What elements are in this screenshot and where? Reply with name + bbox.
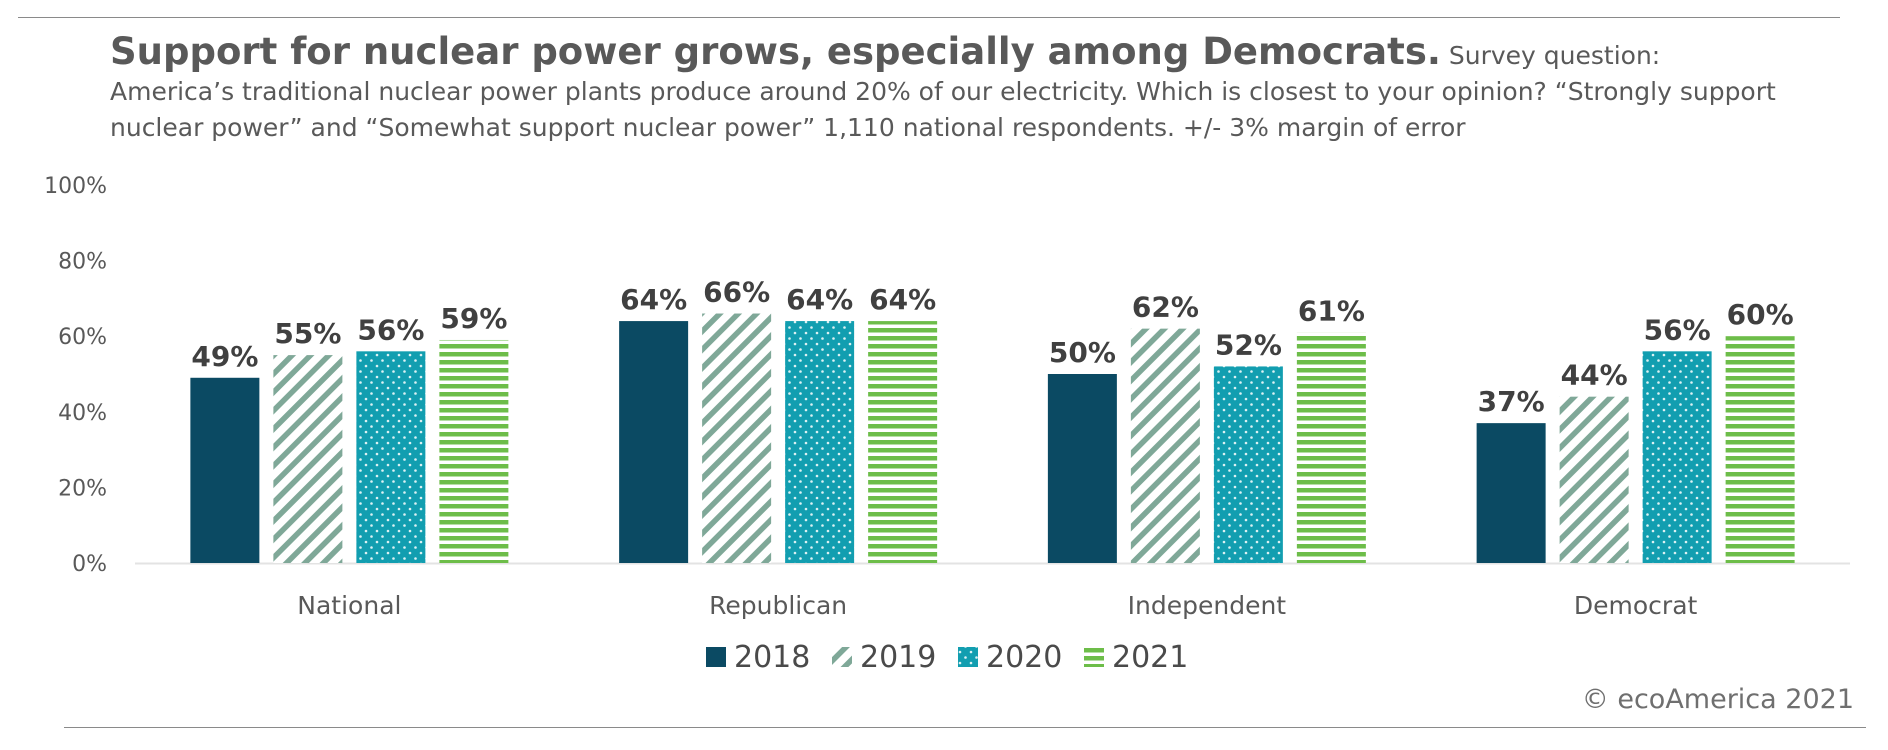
bar-democrat-2021: [1725, 336, 1795, 563]
bar-democrat-2019: [1559, 396, 1629, 563]
bar-independent-2020: [1213, 366, 1283, 563]
x-category-label: Democrat: [1574, 591, 1698, 620]
chart-title: Support for nuclear power grows, especia…: [110, 30, 1441, 73]
legend-label-2020: 2020: [986, 640, 1062, 675]
bar-independent-2018: [1047, 374, 1117, 563]
legend-swatch-2018: [706, 647, 726, 667]
x-category-label: Independent: [1128, 591, 1287, 620]
bar-national-2020: [356, 351, 426, 563]
y-tick-label: 0%: [72, 552, 107, 577]
bar-independent-2021: [1296, 332, 1366, 563]
data-label: 62%: [1132, 291, 1199, 324]
y-tick-label: 60%: [58, 325, 107, 350]
data-label: 52%: [1215, 328, 1282, 361]
bar-national-2019: [273, 355, 343, 563]
x-category-label: National: [297, 591, 401, 620]
bar-republican-2019: [702, 313, 772, 563]
y-tick-label: 80%: [58, 250, 107, 275]
copyright-notice: © ecoAmerica 2021: [1581, 684, 1854, 715]
legend: 2018 2019 2020 2021: [706, 640, 1188, 675]
bottom-rule: [64, 727, 1866, 728]
legend-swatch-2020: [958, 647, 978, 667]
data-label: 59%: [440, 302, 507, 335]
data-label: 64%: [869, 283, 936, 316]
y-tick-label: 20%: [58, 476, 107, 501]
bar-democrat-2020: [1642, 351, 1712, 563]
data-label: 50%: [1049, 336, 1116, 369]
data-label: 56%: [357, 313, 424, 346]
legend-swatch-2019: [832, 647, 852, 667]
data-label: 61%: [1298, 294, 1365, 327]
data-label: 55%: [274, 317, 341, 350]
bar-chart: 0% 20% 40% 60% 80% 100% 49% 55% 56% 59% 64% 66% 64%…: [44, 174, 1850, 675]
legend-label-2019: 2019: [860, 640, 936, 675]
y-tick-label: 100%: [44, 174, 107, 199]
data-labels: 49% 55% 56% 59% 64% 66% 64% 64% 50% 62% 52% 61% 37% 4…: [191, 276, 1793, 419]
data-label: 66%: [703, 276, 770, 309]
chart-header: Support for nuclear power grows, especia…: [110, 33, 1790, 146]
x-category-label: Republican: [709, 591, 847, 620]
bar-republican-2021: [868, 321, 938, 563]
legend-label-2018: 2018: [734, 640, 810, 675]
data-label: 44%: [1561, 359, 1628, 392]
bars: [190, 313, 1795, 563]
x-axis: National Republican Independent Democrat: [297, 591, 1697, 620]
bar-national-2018: [190, 377, 260, 563]
data-label: 49%: [191, 340, 258, 373]
y-axis: 0% 20% 40% 60% 80% 100%: [44, 174, 107, 577]
y-tick-label: 40%: [58, 401, 107, 426]
legend-swatch-2021: [1084, 647, 1104, 667]
data-label: 64%: [620, 283, 687, 316]
data-label: 56%: [1644, 313, 1711, 346]
chart-subtitle: Survey question: America’s traditional n…: [110, 41, 1776, 142]
top-rule: [18, 17, 1840, 18]
bar-democrat-2018: [1476, 423, 1546, 563]
bar-independent-2019: [1130, 328, 1200, 563]
bar-republican-2020: [785, 321, 855, 563]
legend-label-2021: 2021: [1112, 640, 1188, 675]
data-label: 37%: [1478, 385, 1545, 418]
data-label: 64%: [786, 283, 853, 316]
data-label: 60%: [1727, 298, 1794, 331]
bar-national-2021: [439, 339, 509, 563]
bar-republican-2018: [619, 321, 689, 563]
